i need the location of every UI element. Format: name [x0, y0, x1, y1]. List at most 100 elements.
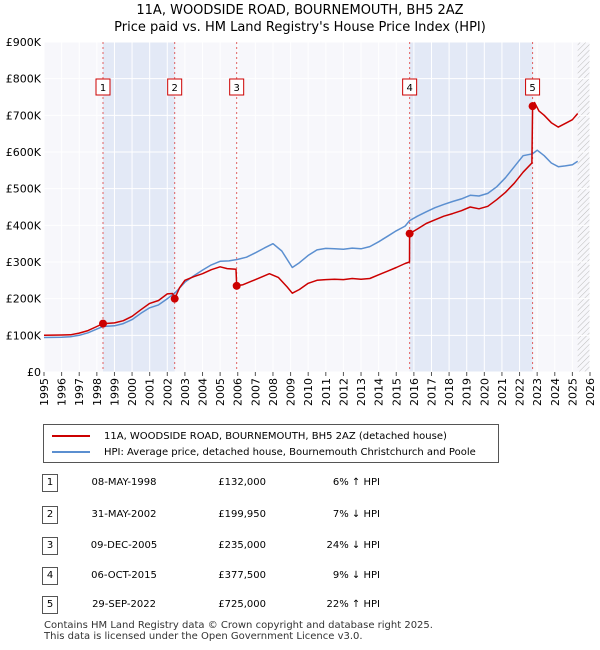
chart-axes: £0 £100K £200K £300K £400K £500K £600K £700K £80…: [6, 36, 597, 406]
x-tick-label: 2023: [531, 378, 544, 406]
y-tick-label: £200K: [6, 293, 42, 306]
legend-label-hpi: HPI: Average price, detached house, Bour…: [104, 446, 476, 458]
property-series-line: [43, 101, 579, 337]
chart-grid: [43, 41, 591, 373]
transaction-label: 1: [100, 83, 106, 94]
transaction-label-box: [402, 78, 418, 96]
x-tick-label: 2011: [320, 378, 333, 406]
y-tick-label: £100K: [6, 329, 42, 342]
y-tick-label: £500K: [6, 183, 42, 196]
x-tick-label: 2009: [285, 378, 298, 406]
x-tick-label: 2006: [232, 378, 245, 406]
x-tick-label: 2020: [478, 378, 491, 406]
transaction-hpi: 9% ↓ HPI: [332, 570, 380, 581]
x-tick-label: 2001: [144, 378, 157, 406]
x-tick-label: 1996: [56, 378, 69, 406]
transaction-price: £725,000: [218, 599, 266, 610]
x-tick-label: 2022: [514, 378, 527, 406]
table-row: 3 09-DEC-2005 £235,000 24% ↓ HPI: [0, 537, 600, 557]
transaction-date: 08-MAY-1998: [91, 477, 157, 488]
footer: Contains HM Land Registry data © Crown c…: [44, 620, 433, 642]
transaction-date: 09-DEC-2005: [90, 540, 158, 551]
legend-item-hpi: HPI: Average price, detached house, Bour…: [52, 445, 476, 459]
transaction-price: £235,000: [218, 540, 266, 551]
chart-title: 11A, WOODSIDE ROAD, BOURNEMOUTH, BH5 2AZ: [136, 3, 464, 18]
table-row: 5 29-SEP-2022 £725,000 22% ↑ HPI: [0, 596, 600, 616]
x-tick-label: 2017: [425, 378, 438, 406]
x-tick-label: 2019: [461, 378, 474, 406]
transaction-point: [99, 319, 108, 328]
transaction-price: £199,950: [218, 509, 266, 520]
x-tick-label: 2016: [408, 378, 421, 406]
transaction-number: 2: [42, 506, 58, 524]
x-tick-label: 2007: [249, 378, 262, 406]
x-tick-label: 1997: [73, 378, 86, 406]
transaction-point: [232, 281, 241, 290]
transaction-date: 06-OCT-2015: [91, 570, 157, 581]
transaction-point: [528, 102, 537, 111]
table-row: 1 08-MAY-1998 £132,000 6% ↑ HPI: [0, 474, 600, 494]
transaction-label: 3: [233, 83, 239, 94]
table-row: 4 06-OCT-2015 £377,500 9% ↓ HPI: [0, 567, 600, 587]
x-tick-label: 1999: [108, 378, 121, 406]
transaction-number: 5: [42, 596, 58, 614]
transaction-label-box: [525, 78, 541, 96]
transaction-hpi: 22% ↑ HPI: [326, 599, 380, 610]
chart-markers: 1 2 3 4 5: [95, 78, 541, 328]
x-tick-label: 2015: [390, 378, 403, 406]
x-tick-label: 2014: [373, 378, 386, 406]
x-tick-label: 2003: [179, 378, 192, 406]
x-tick-label: 2010: [302, 378, 315, 406]
table-row: 2 31-MAY-2002 £199,950 7% ↓ HPI: [0, 506, 600, 526]
y-tick-label: £300K: [6, 256, 42, 269]
y-tick-label: £600K: [6, 146, 42, 159]
transaction-point: [170, 294, 179, 303]
x-tick-label: 1998: [91, 378, 104, 406]
transaction-hpi: 24% ↓ HPI: [326, 540, 380, 551]
legend-item-property: 11A, WOODSIDE ROAD, BOURNEMOUTH, BH5 2AZ…: [52, 429, 447, 443]
transaction-label-box: [95, 78, 111, 96]
x-tick-label: 2021: [496, 378, 509, 406]
chart-series: [43, 101, 579, 339]
legend-swatch-hpi: [52, 451, 90, 453]
x-tick-label: 2008: [267, 378, 280, 406]
transaction-point: [405, 229, 414, 238]
x-tick-label: 2004: [197, 378, 210, 406]
x-tick-label: 2000: [126, 378, 139, 406]
x-tick-label: 2024: [549, 378, 562, 406]
x-tick-label: 2025: [566, 378, 579, 406]
hpi-series-line: [43, 149, 579, 339]
transaction-label: 2: [172, 83, 178, 94]
x-tick-label: 2012: [337, 378, 350, 406]
transaction-hpi: 7% ↓ HPI: [332, 509, 380, 520]
y-tick-label: £700K: [6, 109, 42, 122]
transaction-label-box: [167, 78, 183, 96]
y-tick-label: £0: [27, 366, 41, 379]
transaction-date: 29-SEP-2022: [92, 599, 156, 610]
legend-swatch-property: [52, 435, 90, 437]
x-tick-label: 2005: [214, 378, 227, 406]
footer-licence: This data is licensed under the Open Gov…: [44, 631, 363, 642]
chart-legend: 11A, WOODSIDE ROAD, BOURNEMOUTH, BH5 2AZ…: [43, 424, 499, 463]
transaction-price: £132,000: [218, 477, 266, 488]
transaction-number: 4: [42, 567, 58, 585]
x-tick-label: 2018: [443, 378, 456, 406]
x-tick-label: 2002: [161, 378, 174, 406]
x-tick-label: 1995: [38, 378, 51, 406]
footer-copyright: Contains HM Land Registry data © Crown c…: [44, 620, 433, 631]
transaction-hpi: 6% ↑ HPI: [332, 477, 380, 488]
transaction-number: 1: [42, 474, 58, 492]
projection-area: [577, 42, 590, 372]
transaction-price: £377,500: [218, 570, 266, 581]
transaction-label: 5: [529, 83, 535, 94]
transaction-number: 3: [42, 537, 58, 555]
price-chart: 1 2 3 4 5 £0 £100K £200K £300K £400K £500K £600K £7…: [6, 36, 597, 406]
x-tick-label: 2013: [355, 378, 368, 406]
transaction-label-box: [229, 78, 245, 96]
y-tick-label: £900K: [6, 36, 42, 49]
transaction-label: 4: [406, 83, 412, 94]
y-tick-label: £400K: [6, 219, 42, 232]
transaction-date: 31-MAY-2002: [91, 509, 157, 520]
legend-label-property: 11A, WOODSIDE ROAD, BOURNEMOUTH, BH5 2AZ…: [104, 430, 447, 442]
y-tick-label: £800K: [6, 73, 42, 86]
